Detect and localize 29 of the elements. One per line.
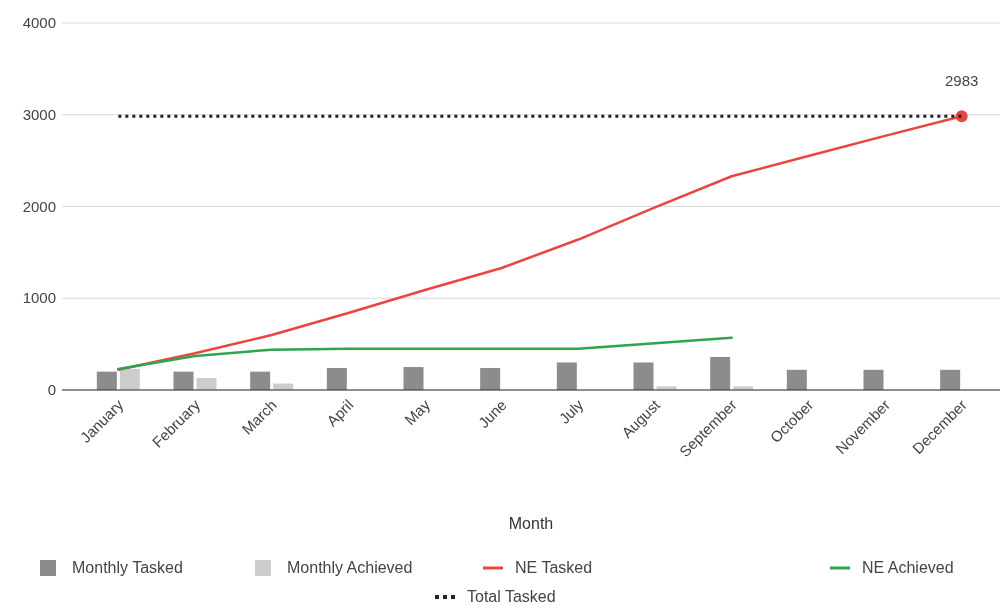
x-tick-label: July (555, 395, 587, 427)
y-tick-label: 0 (47, 381, 56, 398)
bar (710, 356, 731, 390)
x-axis-title: Month (508, 515, 554, 532)
bar (556, 362, 577, 390)
data-label: 2983 (944, 72, 979, 90)
bar (863, 369, 884, 390)
y-tick-label: 1000 (22, 289, 56, 307)
bar (96, 371, 117, 390)
y-tick-label: 2000 (22, 197, 56, 215)
y-tick-label: 4000 (22, 14, 56, 31)
bar (326, 367, 347, 390)
legend-label: Monthly Achieved (287, 559, 413, 576)
bar (940, 369, 961, 390)
bar (196, 378, 217, 390)
bar (403, 367, 424, 390)
bar (119, 368, 140, 390)
bar (480, 367, 501, 390)
bar (633, 362, 654, 390)
y-tick-label: 3000 (22, 105, 56, 123)
legend-label: NE Tasked (515, 559, 593, 576)
bar (173, 371, 194, 390)
legend-label: NE Achieved (862, 559, 954, 576)
legend-label: Monthly Tasked (72, 559, 183, 576)
bar (250, 371, 271, 390)
x-tick-label: May (401, 395, 434, 429)
bar (786, 369, 807, 390)
line-series (117, 336, 733, 371)
legend-label: Total Tasked (467, 588, 556, 605)
